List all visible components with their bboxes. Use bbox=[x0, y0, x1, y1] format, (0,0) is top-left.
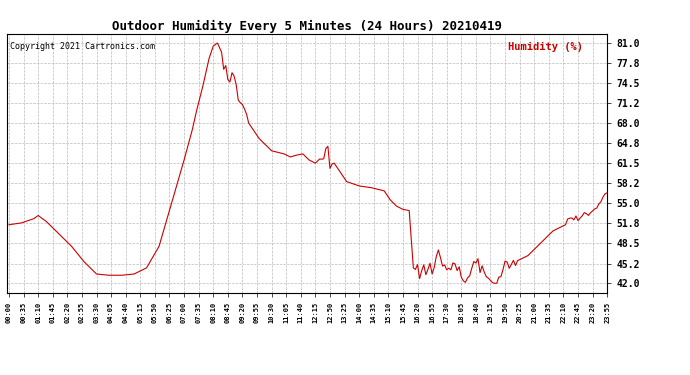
Title: Outdoor Humidity Every 5 Minutes (24 Hours) 20210419: Outdoor Humidity Every 5 Minutes (24 Hou… bbox=[112, 20, 502, 33]
Text: Copyright 2021 Cartronics.com: Copyright 2021 Cartronics.com bbox=[10, 42, 155, 51]
Text: Humidity (%): Humidity (%) bbox=[509, 42, 583, 51]
